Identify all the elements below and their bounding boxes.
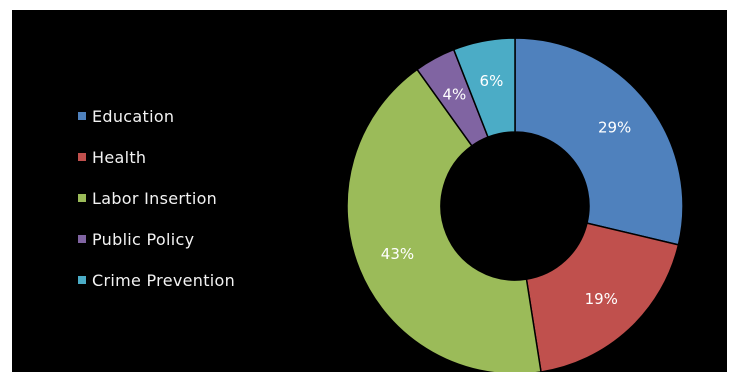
legend-item-education: Education xyxy=(78,104,174,128)
slice-education xyxy=(514,37,684,246)
slice-label-health: 19% xyxy=(585,290,618,308)
chart-panel: Education Health Labor Insertion Public … xyxy=(12,10,727,372)
legend-label-health: Health xyxy=(92,147,147,167)
donut-slices xyxy=(346,37,684,372)
legend-swatch-education xyxy=(78,112,86,120)
legend-label-crime-prevention: Crime Prevention xyxy=(92,270,236,290)
slice-labor-insertion xyxy=(346,68,542,372)
legend-item-labor-insertion: Labor Insertion xyxy=(78,186,217,210)
legend-swatch-labor-insertion xyxy=(78,194,86,202)
slice-label-public-policy: 4% xyxy=(442,85,466,103)
legend-item-public-policy: Public Policy xyxy=(78,227,194,251)
legend-swatch-crime-prevention xyxy=(78,276,86,284)
legend-label-public-policy: Public Policy xyxy=(92,229,195,249)
legend-label-labor-insertion: Labor Insertion xyxy=(92,188,218,208)
legend-item-crime-prevention: Crime Prevention xyxy=(78,268,235,292)
slice-label-education: 29% xyxy=(598,118,631,136)
legend-swatch-public-policy xyxy=(78,235,86,243)
slice-label-labor-insertion: 43% xyxy=(381,245,414,263)
legend-swatch-health xyxy=(78,153,86,161)
donut-slice-labels: 29% 19% 43% 4% 6% xyxy=(381,72,632,308)
slice-label-crime-prevention: 6% xyxy=(480,72,504,90)
slice-health xyxy=(525,222,680,372)
donut-chart: 29% 19% 43% 4% 6% xyxy=(346,37,684,372)
legend-label-education: Education xyxy=(92,106,175,126)
slice-crime-prevention xyxy=(452,37,516,139)
legend-item-health: Health xyxy=(78,145,146,169)
